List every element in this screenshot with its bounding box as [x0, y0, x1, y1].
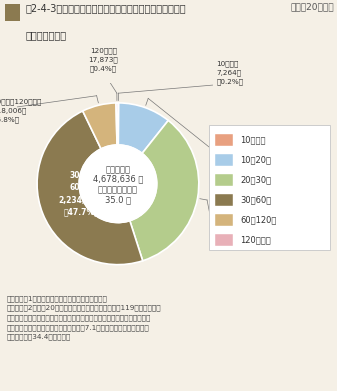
Text: 10分未満: 10分未満: [241, 136, 266, 145]
Text: 60～120分: 60～120分: [241, 216, 277, 225]
Circle shape: [79, 145, 157, 222]
Wedge shape: [118, 103, 119, 145]
Text: 30分以上
60分未満
2,234,902件
（47.7%）: 30分以上 60分未満 2,234,902件 （47.7%）: [58, 170, 105, 217]
Bar: [215, 154, 233, 167]
Text: （平成20年中）: （平成20年中）: [290, 3, 334, 12]
Bar: [215, 214, 233, 226]
Bar: [215, 234, 233, 246]
Text: 60分以上120分未満
318,006件
（6.8%）: 60分以上120分未満 318,006件 （6.8%）: [0, 99, 42, 124]
Bar: [215, 134, 233, 146]
Bar: [215, 194, 233, 206]
Text: 120分以上
17,873件
（0.4%）: 120分以上 17,873件 （0.4%）: [89, 47, 118, 72]
Wedge shape: [118, 103, 168, 153]
Text: 状況: 状況: [25, 30, 66, 40]
Bar: [215, 174, 233, 187]
Text: 20～30分: 20～30分: [241, 176, 272, 185]
Wedge shape: [37, 111, 143, 265]
Text: 35.0 分: 35.0 分: [105, 196, 131, 204]
Wedge shape: [116, 103, 118, 145]
Text: 病院収容時間平均: 病院収容時間平均: [98, 186, 138, 195]
Text: 第2-4-3図　救急自動車による収容所要時間別搬送人員の: 第2-4-3図 救急自動車による収容所要時間別搬送人員の: [25, 3, 186, 13]
Text: 10分以上
20分未満
492,729件
（10.5%）: 10分以上 20分未満 492,729件 （10.5%）: [217, 133, 251, 167]
Text: 120分以上: 120分以上: [241, 236, 271, 245]
Wedge shape: [83, 103, 117, 149]
FancyBboxPatch shape: [209, 125, 330, 250]
Text: （備考）　1　「救急業務実施状況調」により作成
　　　　　2　平成20年においては、時間計測の始点を119番通報時刻に
　　　　　　統一したため、見かけ上の時間: （備考） 1 「救急業務実施状況調」により作成 2 平成20年においては、時間計…: [7, 295, 161, 340]
Text: 4,678,636 人: 4,678,636 人: [93, 175, 143, 184]
Bar: [5, 4, 20, 21]
Text: 30～60分: 30～60分: [241, 196, 272, 205]
Text: 10分未満
7,264件
（0.2%）: 10分未満 7,264件 （0.2%）: [217, 60, 244, 85]
Text: 全搬送人員: 全搬送人員: [105, 165, 130, 174]
Wedge shape: [130, 120, 199, 261]
Text: 10～20分: 10～20分: [241, 156, 272, 165]
Text: 20分以上
30分未満
1,607,862件
（34.4%）: 20分以上 30分未満 1,607,862件 （34.4%）: [217, 211, 258, 245]
